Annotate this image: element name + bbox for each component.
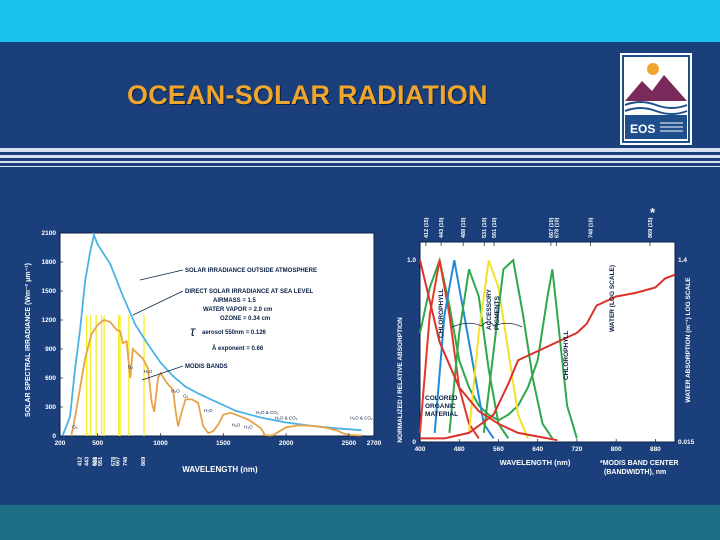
x-tick-label: 480 — [454, 446, 465, 453]
x-tick-label: 2500 — [342, 440, 357, 447]
y-tick-label: 600 — [45, 375, 56, 382]
x-axis-label: WAVELENGTH (nm) — [182, 465, 258, 474]
x-tick-label: 500 — [92, 440, 103, 447]
series-accessory-pigments-yellow — [468, 259, 529, 439]
tau-symbol: τ — [190, 323, 196, 339]
gas-annotation: H₂O — [171, 389, 180, 394]
footnote-star: * — [650, 205, 656, 220]
legend-exponent: Å exponent = 0.66 — [212, 345, 264, 352]
band-label: 443 (10) — [439, 217, 445, 238]
modis-band-label: 531 — [93, 457, 99, 466]
band-label: 551 (10) — [492, 217, 498, 238]
band-label: 748 (10) — [589, 217, 595, 238]
gas-annotation: H₂O — [204, 408, 213, 413]
com-line-3: MATERIAL — [425, 411, 458, 418]
y-axis-label: NORMALIZED / RELATIVE ABSORPTION — [397, 317, 404, 443]
series-outside-atmosphere — [61, 231, 362, 437]
modis-band-label: 869 — [141, 457, 147, 466]
gas-annotation: O₂ — [128, 364, 134, 369]
x-tick-label: 880 — [650, 446, 661, 453]
accessory-line-1: ACCESSORY — [486, 288, 493, 330]
band-label: 869 (15) — [648, 217, 654, 238]
y-tick-label: 300 — [45, 404, 56, 411]
band-label: 531 (10) — [482, 217, 488, 238]
y-tick-label: 0 — [52, 433, 56, 440]
legend-outside: SOLAR IRRADIANCE OUTSIDE ATMOSPHERE — [185, 268, 317, 274]
modis-band-label: 443 — [85, 457, 91, 466]
x-tick-label: 2700 — [367, 440, 382, 447]
x-axis-label: WAVELENGTH (nm) — [500, 458, 571, 467]
legend-water-vapor: WATER VAPOR = 2.0 cm — [203, 307, 272, 313]
legend-aerosol: aerosol 550nm = 0.126 — [202, 330, 267, 336]
band-label: 412 (15) — [424, 217, 430, 238]
modis-band-label: 678 — [111, 457, 117, 466]
band-label: 678 (10) — [554, 217, 560, 238]
bottom-bar — [0, 505, 720, 540]
x-tick-label: 1500 — [216, 440, 231, 447]
label-colored-organic: COLORED ORGANIC MATERIAL — [425, 395, 459, 418]
logo-text: EOS — [630, 122, 655, 136]
gas-annotation: H₂O & CO₂ — [275, 416, 298, 421]
series-water-log-scale — [420, 273, 676, 440]
y-tick-label: 900 — [45, 346, 56, 353]
com-line-2: ORGANIC — [425, 403, 456, 410]
modis-band-label: 667 — [116, 457, 122, 466]
x-tick-label: 720 — [571, 446, 582, 453]
y-tick-label: 1500 — [42, 288, 57, 295]
y-tick-label: 1800 — [42, 259, 57, 266]
y-tick-label: 0 — [412, 439, 416, 446]
series-sea-level — [70, 319, 362, 437]
gas-annotation: H₂O — [244, 424, 253, 429]
x-tick-label: 800 — [611, 446, 622, 453]
y2-axis-label: WATER ABSORPTION (m⁻¹) LOG SCALE — [685, 277, 692, 403]
band-label: 488 (10) — [461, 217, 467, 238]
label-accessory-pigments: ACCESSORY PIGMENTS — [486, 287, 501, 330]
x-tick-label: 400 — [415, 446, 426, 453]
gas-annotation: H₂O — [232, 422, 241, 427]
slide-title: OCEAN-SOLAR RADIATION — [127, 80, 488, 110]
accessory-line-2: PIGMENTS — [494, 295, 501, 330]
modis-band-label: 551 — [98, 457, 104, 466]
gas-annotation: H₂O — [144, 369, 153, 374]
eos-logo: EOS — [620, 53, 692, 145]
footnote: *MODIS BAND CENTER (BANDWIDTH), nm — [600, 460, 681, 476]
y-tick-label: 1.0 — [407, 257, 416, 264]
modis-band-label: 412 — [78, 457, 84, 466]
y-axis-label: SOLAR SPECTRAL IRRADIANCE (Wm⁻² μm⁻¹) — [25, 263, 32, 417]
x-tick-label: 2000 — [279, 440, 294, 447]
series-accessory-pigments-green-2 — [482, 258, 554, 439]
legend-sea-level: DIRECT SOLAR IRRADIANCE AT SEA LEVEL — [185, 289, 313, 295]
y2-tick-label: 1.4 — [678, 257, 687, 264]
label-chlorophyll-2: CHLOROPHYLL — [563, 331, 570, 381]
band-label: 667 (10) — [549, 217, 555, 238]
modis-band-label: 488 — [93, 457, 99, 466]
absorption-chart: 400 480 560 640 720 800 880 0 1.0 0.015 1.4 412 (1… — [397, 217, 695, 476]
legend-airmass: AIRMASS = 1.5 — [213, 298, 257, 304]
modis-band-label: 748 — [123, 457, 129, 466]
footnote-line-1: *MODIS BAND CENTER — [600, 460, 679, 467]
label-chlorophyll-1: CHLOROPHYLL — [438, 289, 445, 339]
x-tick-label: 1000 — [153, 440, 168, 447]
gas-annotation: O₃ — [72, 424, 78, 429]
gas-annotation: H₂O & CO₂ — [256, 410, 279, 415]
y-tick-label: 2100 — [42, 230, 57, 237]
accessory-brace — [451, 321, 523, 328]
legend-modis: MODIS BANDS — [185, 364, 228, 370]
gas-annotation: O₂ — [183, 393, 189, 398]
y-tick-label: 1200 — [42, 317, 57, 324]
x-tick-label: 640 — [532, 446, 543, 453]
x-tick-label: 560 — [493, 446, 504, 453]
com-line-1: COLORED — [425, 395, 458, 402]
top-bar — [0, 0, 720, 42]
label-water: WATER (LOG SCALE) — [609, 265, 616, 332]
divider-stripes — [0, 148, 720, 170]
series-accessory-pigments-blue — [433, 260, 495, 439]
y2-tick-label: 0.015 — [678, 439, 695, 446]
x-tick-label: 200 — [55, 440, 66, 447]
gas-annotation: H₂O & CO₂ — [350, 416, 373, 421]
legend-ozone: OZONE = 0.34 cm — [220, 316, 270, 322]
footnote-line-2: (BANDWIDTH), nm — [604, 469, 666, 476]
